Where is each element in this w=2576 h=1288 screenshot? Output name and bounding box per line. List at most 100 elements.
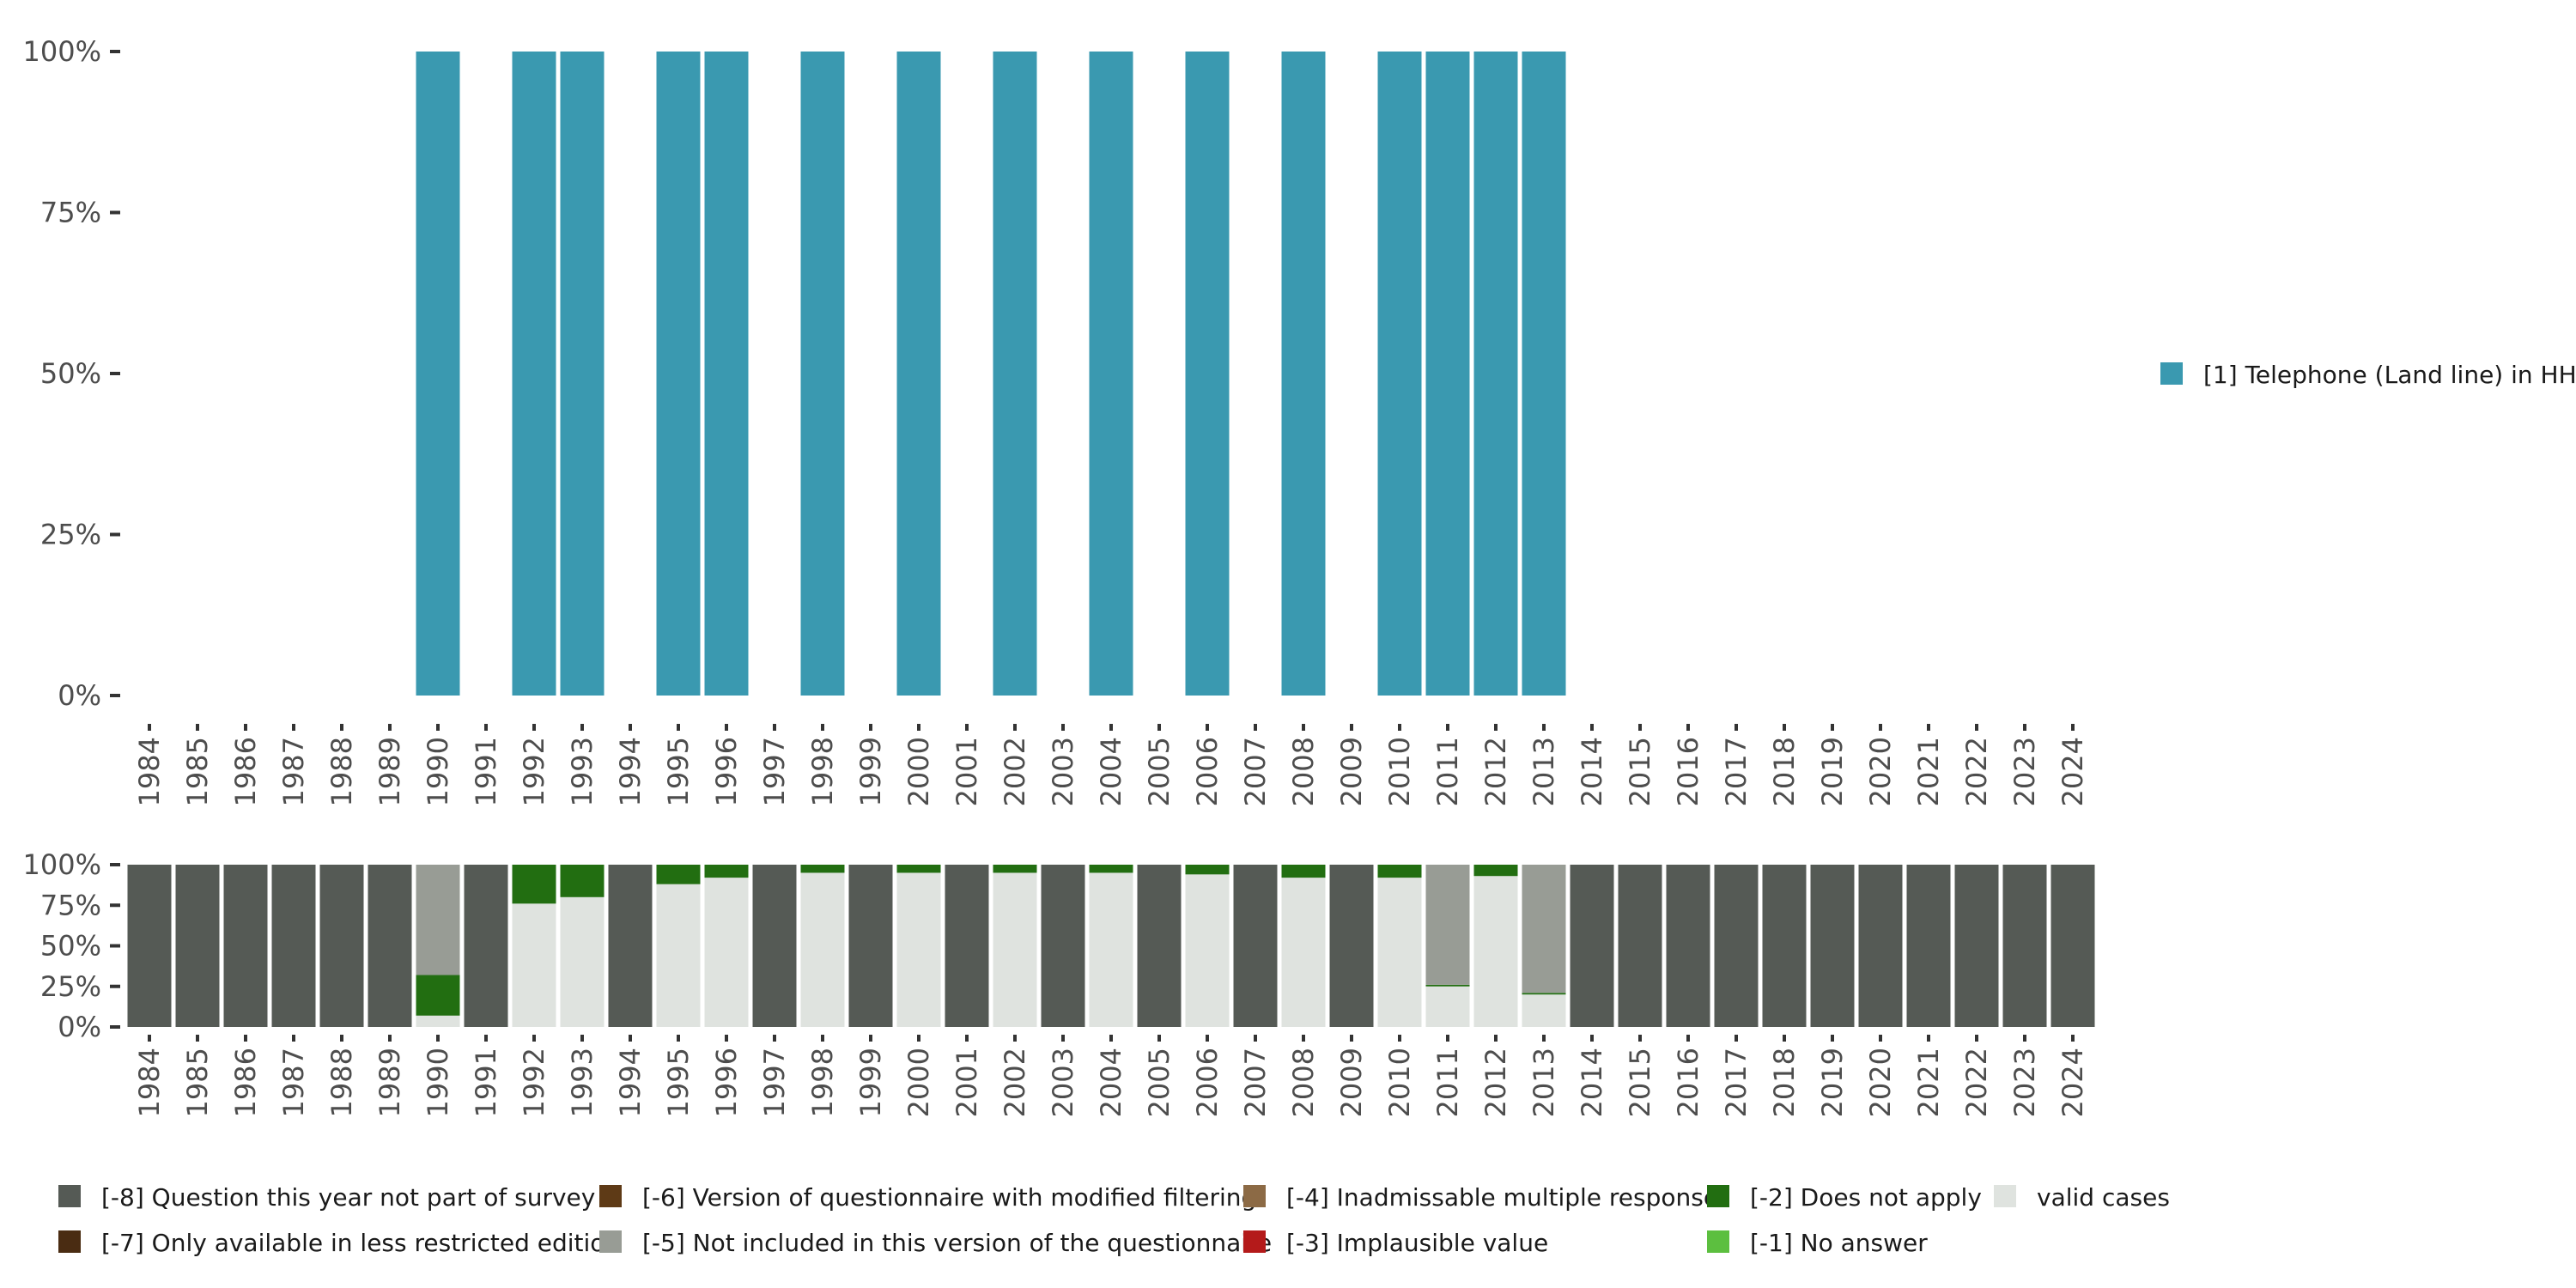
- x-tick-label: 1986: [229, 1048, 262, 1117]
- stacked-bar-segment: [512, 903, 556, 1027]
- x-tick-label: 2004: [1095, 737, 1127, 806]
- x-tick-label: 2019: [1816, 737, 1849, 806]
- x-tick-label: 2011: [1431, 1048, 1464, 1117]
- x-tick-label: 2002: [999, 737, 1031, 806]
- x-tick-label: 2024: [2057, 1048, 2089, 1117]
- x-tick-label: 2012: [1479, 1048, 1512, 1117]
- legend-swatch: [2160, 362, 2183, 385]
- x-tick-label: 2003: [1047, 1048, 1079, 1117]
- stacked-bar-segment: [1089, 872, 1133, 1027]
- x-tick-label: 2008: [1287, 1048, 1320, 1117]
- stacked-bar-segment: [896, 865, 941, 873]
- legend-swatch: [1994, 1185, 2016, 1207]
- x-tick-label: 1988: [325, 737, 358, 806]
- stacked-bar-segment: [464, 865, 508, 1027]
- x-tick-label: 1987: [277, 1048, 310, 1117]
- x-tick-label: 1998: [806, 737, 839, 806]
- legend-swatch: [1243, 1230, 1266, 1253]
- x-tick-label: 2016: [1672, 1048, 1704, 1117]
- stacked-bar-segment: [1618, 865, 1662, 1027]
- x-tick-label: 2003: [1047, 737, 1079, 806]
- stacked-bar-segment: [752, 865, 797, 1027]
- bar: [1473, 52, 1518, 696]
- stacked-bar-segment: [1570, 865, 1614, 1027]
- stacked-bar-segment: [175, 865, 220, 1027]
- bar: [416, 52, 460, 696]
- stacked-bar-segment: [416, 975, 460, 1016]
- stacked-bar-segment: [656, 865, 701, 884]
- stacked-bar-segment: [1954, 865, 1999, 1027]
- x-tick-label: 2010: [1383, 737, 1416, 806]
- legend-swatch: [599, 1185, 622, 1207]
- x-tick-label: 2002: [999, 1048, 1031, 1117]
- x-tick-label: 2009: [1335, 1048, 1368, 1117]
- bar: [1425, 52, 1470, 696]
- y-tick-label: 0%: [58, 679, 101, 712]
- bar: [1185, 52, 1230, 696]
- stacked-bar-segment: [800, 872, 845, 1027]
- legend-label: [1] Telephone (Land line) in HH: [2203, 361, 2576, 389]
- x-tick-label: 2015: [1624, 1048, 1656, 1117]
- stacked-bar-segment: [993, 872, 1037, 1027]
- x-tick-label: 1987: [277, 737, 310, 806]
- x-tick-label: 2000: [902, 737, 935, 806]
- x-tick-label: 1999: [854, 737, 887, 806]
- x-tick-label: 1995: [662, 737, 695, 806]
- x-tick-label: 1986: [229, 737, 262, 806]
- x-tick-label: 1984: [133, 1048, 166, 1117]
- x-tick-label: 1985: [181, 737, 214, 806]
- y-tick-label: 50%: [40, 930, 101, 963]
- x-tick-label: 2022: [1960, 1048, 1993, 1117]
- x-tick-label: 2011: [1431, 737, 1464, 806]
- stacked-bar-segment: [608, 865, 653, 1027]
- bar: [1281, 52, 1326, 696]
- main-chart: 0% 25% 50% 75% 100% 1984 1985 1986 1987 1988 1989 1…: [23, 35, 2576, 806]
- bar: [656, 52, 701, 696]
- x-tick-label: 2009: [1335, 737, 1368, 806]
- stacked-bar-segment: [1377, 865, 1422, 878]
- x-tick-label: 2005: [1143, 737, 1176, 806]
- series-0: [416, 52, 1566, 696]
- stacked-bar-segment: [1281, 865, 1326, 878]
- stacked-bar-segment: [1906, 865, 1951, 1027]
- stacked-bar-segment: [560, 896, 605, 1027]
- x-tick-label: 1991: [470, 737, 502, 806]
- stacked-bar-segment: [1762, 865, 1807, 1027]
- x-tick-label: 1996: [710, 1048, 743, 1117]
- stacked-bar-segment: [1041, 865, 1085, 1027]
- stacked-bar-segment: [416, 1015, 460, 1027]
- x-tick-label: 2023: [2008, 737, 2041, 806]
- stacked-bar-segment: [368, 865, 412, 1027]
- y-tick-label: 25%: [40, 519, 101, 551]
- x-tick-label: 1985: [181, 1048, 214, 1117]
- x-tick-label: 1993: [566, 737, 598, 806]
- x-tick-label: 2014: [1576, 1048, 1608, 1117]
- x-tick-label: 2013: [1528, 1048, 1560, 1117]
- missing-series-8: [127, 865, 2095, 1027]
- y-tick-label: 75%: [40, 197, 101, 229]
- x-tick-label: 2021: [1912, 737, 1945, 806]
- stacked-bar-segment: [1473, 865, 1518, 877]
- x-tick-label: 1994: [614, 737, 647, 806]
- stacked-bar-segment: [560, 865, 605, 897]
- x-tick-label: 1984: [133, 737, 166, 806]
- stacked-bar-segment: [1185, 865, 1230, 875]
- y-tick-label: 50%: [40, 357, 101, 390]
- x-tick-label: 1988: [325, 1048, 358, 1117]
- x-tick-label: 1991: [470, 1048, 502, 1117]
- x-tick-label: 2001: [951, 1048, 983, 1117]
- legend-swatch: [599, 1230, 622, 1253]
- stacked-bar-segment: [512, 865, 556, 904]
- x-tick-label: 2023: [2008, 1048, 2041, 1117]
- stacked-bar-segment: [993, 865, 1037, 873]
- x-tick-label: 2007: [1239, 737, 1272, 806]
- x-tick-label: 2020: [1864, 1048, 1897, 1117]
- stacked-bar-segment: [1714, 865, 1759, 1027]
- y-tick-label: 25%: [40, 970, 101, 1003]
- x-tick-label: 1992: [518, 1048, 550, 1117]
- stacked-bar-segment: [1666, 865, 1710, 1027]
- stacked-bar-segment: [945, 865, 989, 1027]
- stacked-bar-segment: [271, 865, 316, 1027]
- legend-label: [-6] Version of questionnaire with modif…: [642, 1183, 1256, 1212]
